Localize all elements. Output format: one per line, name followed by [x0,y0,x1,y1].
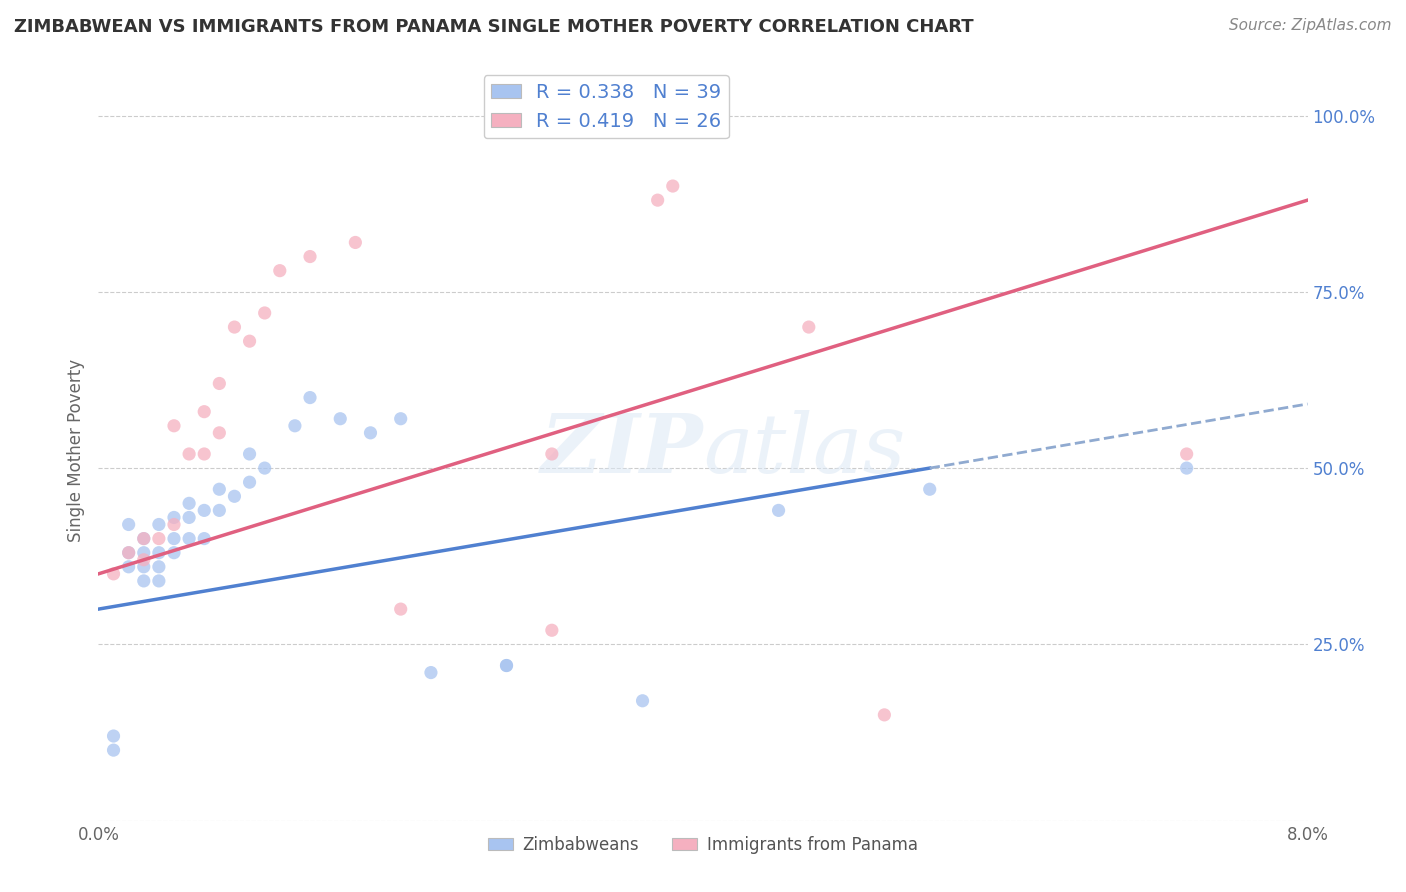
Point [193,503,215,517]
Point [631,694,654,708]
Point [1175,447,1198,461]
Point [299,391,322,405]
Point [179,510,201,524]
Point [118,517,141,532]
Point [389,411,412,425]
Point [299,250,322,264]
Point [208,376,231,391]
Point [118,546,141,560]
Point [132,532,155,546]
Point [148,559,170,574]
Point [103,743,125,757]
Point [148,532,170,546]
Point [873,707,896,722]
Point [360,425,382,440]
Legend: Zimbabweans, Immigrants from Panama: Zimbabweans, Immigrants from Panama [481,829,925,861]
Point [132,559,155,574]
Point [253,306,276,320]
Point [647,193,669,207]
Point [239,334,262,348]
Point [132,532,155,546]
Point [179,532,201,546]
Point [163,532,186,546]
Text: ZIMBABWEAN VS IMMIGRANTS FROM PANAMA SINGLE MOTHER POVERTY CORRELATION CHART: ZIMBABWEAN VS IMMIGRANTS FROM PANAMA SIN… [14,18,974,36]
Point [661,179,683,194]
Point [495,658,517,673]
Point [148,574,170,588]
Point [148,546,170,560]
Point [768,503,790,517]
Point [132,553,155,567]
Point [344,235,367,250]
Y-axis label: Single Mother Poverty: Single Mother Poverty [66,359,84,542]
Point [239,475,262,490]
Point [163,517,186,532]
Point [193,405,215,419]
Point [269,263,291,277]
Point [132,574,155,588]
Point [253,461,276,475]
Point [103,566,125,581]
Point [540,624,562,638]
Point [495,658,517,673]
Point [389,602,412,616]
Point [163,546,186,560]
Point [118,546,141,560]
Text: ZIP: ZIP [540,410,703,491]
Point [179,496,201,510]
Point [163,510,186,524]
Point [132,546,155,560]
Point [163,418,186,433]
Text: Source: ZipAtlas.com: Source: ZipAtlas.com [1229,18,1392,33]
Point [239,447,262,461]
Point [1175,461,1198,475]
Text: atlas: atlas [703,410,905,491]
Point [224,320,246,334]
Point [420,665,443,680]
Point [918,482,941,496]
Point [103,729,125,743]
Point [193,532,215,546]
Point [148,517,170,532]
Point [208,482,231,496]
Point [329,411,352,425]
Point [193,447,215,461]
Point [208,425,231,440]
Point [540,447,562,461]
Point [284,418,307,433]
Point [179,447,201,461]
Point [118,559,141,574]
Point [224,489,246,503]
Point [797,320,820,334]
Point [208,503,231,517]
